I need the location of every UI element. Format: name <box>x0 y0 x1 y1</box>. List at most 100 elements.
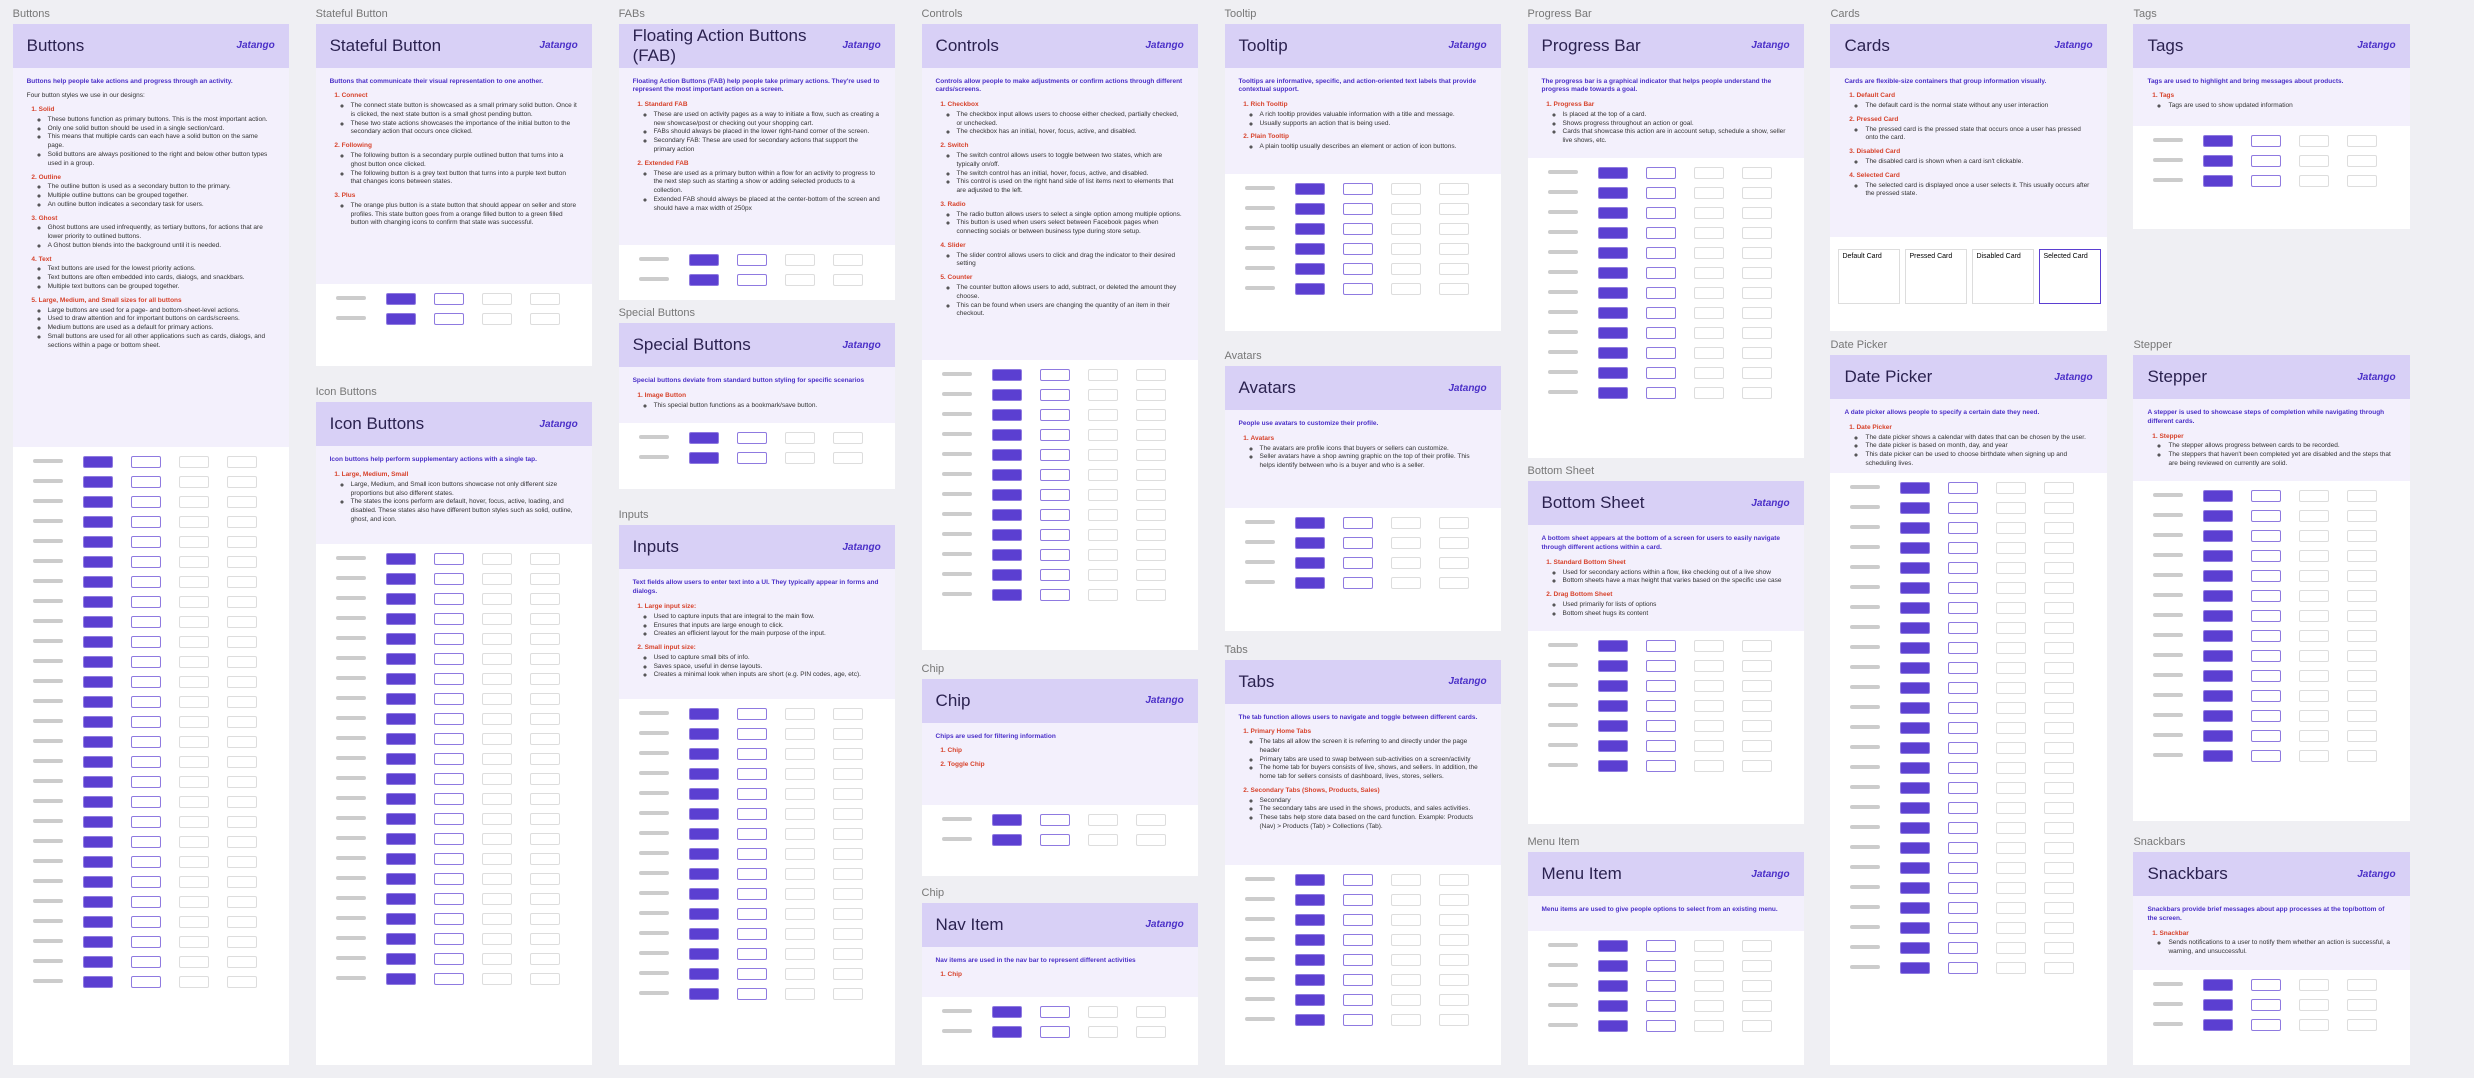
placeholder <box>2299 710 2330 723</box>
bullet: The outline button is used as a secondar… <box>48 183 275 192</box>
placeholder <box>1244 265 1275 270</box>
placeholder <box>2153 553 2184 558</box>
placeholder <box>335 596 366 601</box>
placeholder <box>2299 979 2330 992</box>
item-heading: Chip <box>948 971 1184 980</box>
placeholder <box>688 868 719 881</box>
placeholder <box>2203 175 2234 188</box>
placeholder <box>1900 482 1931 495</box>
item-list: Solid These buttons function as primary b… <box>27 106 275 350</box>
placeholder <box>991 468 1022 481</box>
bullet: Extended FAB should always be placed at … <box>654 196 881 214</box>
bullet-list: Used to capture inputs that are integral… <box>645 613 881 639</box>
placeholder <box>941 551 972 556</box>
placeholder <box>1996 742 2027 755</box>
placeholder <box>1741 386 1772 399</box>
placeholder <box>1087 428 1118 441</box>
placeholder <box>1597 246 1628 259</box>
placeholder <box>941 451 972 456</box>
placeholder <box>2153 138 2184 143</box>
bullet-list: Text buttons are used for the lowest pri… <box>39 265 275 291</box>
placeholder <box>1996 942 2027 955</box>
placeholder <box>2203 999 2234 1012</box>
placeholder <box>481 813 512 826</box>
heading-text: Small input size: <box>644 644 696 652</box>
section-label: Controls <box>921 7 963 20</box>
placeholder <box>433 853 464 866</box>
bullet: The counter button allows users to add, … <box>957 284 1184 302</box>
placeholder <box>2251 650 2282 663</box>
placeholder <box>1900 862 1931 875</box>
placeholder <box>1039 388 1070 401</box>
placeholder <box>832 868 863 881</box>
placeholder <box>1741 226 1772 239</box>
placeholder <box>1996 502 2027 515</box>
placeholder <box>82 895 113 908</box>
placeholder <box>1342 262 1373 275</box>
placeholder <box>1900 842 1931 855</box>
placeholder <box>481 713 512 726</box>
heading-text: Counter <box>947 274 973 282</box>
section-label: Tooltip <box>1224 7 1257 20</box>
placeholder <box>2044 742 2075 755</box>
placeholder <box>130 835 161 848</box>
card-header: Cards Jatango <box>1830 23 2107 68</box>
bullet-list: The switch control allows users to toggl… <box>948 152 1184 196</box>
placeholder <box>1900 522 1931 535</box>
placeholder <box>1244 956 1275 961</box>
intro: A stepper is used to showcase steps of c… <box>2147 409 2385 425</box>
placeholder <box>178 815 209 828</box>
heading-text: Extended FAB <box>644 159 689 167</box>
placeholder <box>385 933 416 946</box>
description: People use avatars to customize their pr… <box>1224 410 1501 509</box>
placeholder <box>335 636 366 641</box>
placeholder <box>82 795 113 808</box>
heading-text: Avatars <box>1250 434 1275 442</box>
placeholder <box>130 515 161 528</box>
placeholder <box>1597 1000 1628 1012</box>
placeholder <box>1741 760 1772 773</box>
card-header: Tooltip Jatango <box>1224 23 1501 68</box>
placeholder <box>941 411 972 416</box>
placeholder <box>178 935 209 948</box>
placeholder <box>991 408 1022 421</box>
bullet: The switch control has an initial, hover… <box>957 170 1184 179</box>
placeholder <box>1547 1023 1578 1027</box>
bullet: The secondary tabs are used in the shows… <box>1260 805 1487 814</box>
placeholder <box>1135 408 1166 421</box>
placeholder <box>1996 922 2027 935</box>
placeholder <box>736 888 767 901</box>
description: Snackbars provide brief messages about a… <box>2133 896 2410 971</box>
placeholder <box>2299 590 2330 603</box>
placeholder <box>941 571 972 576</box>
placeholder <box>1645 346 1676 359</box>
placeholder <box>1135 528 1166 541</box>
heading-text: Selected Card <box>1856 171 1900 179</box>
card-title: Bottom Sheet <box>1541 493 1645 513</box>
placeholder <box>178 675 209 688</box>
placeholder <box>688 431 719 444</box>
placeholder <box>2347 710 2378 723</box>
item-list: Avatars The avatars are profile icons tha… <box>1239 435 1487 471</box>
placeholder <box>2203 979 2234 992</box>
placeholder <box>1850 885 1881 890</box>
bullet: Medium buttons are used as a default for… <box>48 324 275 333</box>
placeholder <box>2347 135 2378 148</box>
placeholder <box>1693 386 1724 399</box>
placeholder <box>2044 622 2075 635</box>
placeholder <box>1087 568 1118 581</box>
placeholder <box>130 575 161 588</box>
placeholder <box>481 953 512 966</box>
placeholder <box>1996 582 2027 595</box>
placeholder <box>32 618 63 623</box>
placeholder <box>335 936 366 941</box>
card-header: Progress Bar Jatango <box>1527 23 1804 68</box>
placeholder <box>2347 570 2378 583</box>
section-label: Progress Bar <box>1527 7 1592 20</box>
placeholder <box>178 695 209 708</box>
placeholder <box>1741 186 1772 199</box>
placeholder <box>178 715 209 728</box>
placeholder <box>1597 700 1628 713</box>
placeholder <box>178 655 209 668</box>
placeholder <box>1547 269 1578 274</box>
